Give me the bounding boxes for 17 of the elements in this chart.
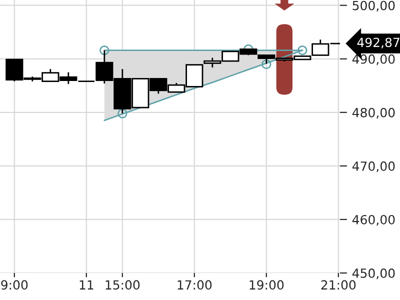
x-tick-label: 17:00: [178, 280, 212, 290]
y-tick-label: 490,00: [352, 54, 395, 66]
point: [298, 45, 308, 56]
x-tick-label: 19:00: [250, 280, 284, 290]
x-tick-label: 9:00: [1, 280, 28, 290]
point: [118, 108, 128, 118]
point: [100, 45, 110, 56]
x-tick-label: 21:00: [321, 280, 356, 290]
y-tick-label: 460,00: [352, 214, 395, 226]
x-tick-label: 15:00: [106, 280, 140, 290]
point: [262, 59, 272, 70]
x-tick-label: 11: [80, 280, 94, 290]
y-tick-label: 500,00: [352, 0, 395, 12]
y-tick-label: 480,00: [352, 108, 395, 119]
y-tick-label: 470,00: [352, 161, 395, 172]
text: 492,87: [357, 38, 400, 48]
y-tick-label: 450,00: [352, 268, 395, 280]
